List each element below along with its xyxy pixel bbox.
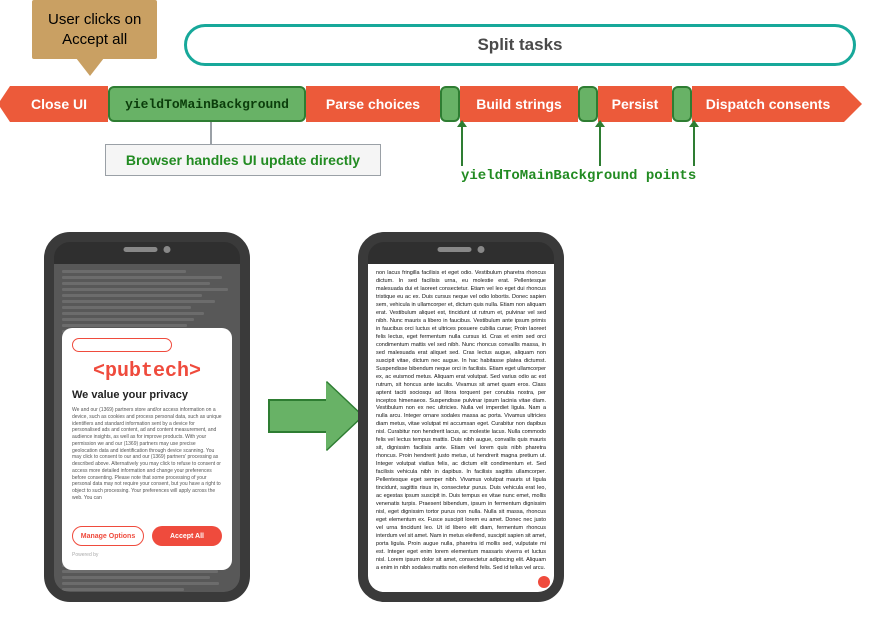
yield-point-tick xyxy=(672,86,692,122)
article-content: non lacus fringilla facilisis et eget od… xyxy=(368,264,554,592)
timeline-segment: Parse choices xyxy=(306,86,440,122)
timeline-segment: Dispatch consents xyxy=(692,86,844,122)
split-tasks-label: Split tasks xyxy=(184,24,856,66)
yield-to-main-segment: yieldToMainBackground xyxy=(108,86,306,122)
consent-modal: <pubtech> We value your privacy We and o… xyxy=(62,328,232,570)
modal-heading: We value your privacy xyxy=(72,389,222,401)
callout-line1: User clicks on xyxy=(48,11,141,28)
timeline-segment: Build strings xyxy=(460,86,578,122)
yield-points-label: yieldToMainBackground points xyxy=(461,168,696,184)
accept-all-label: Accept All xyxy=(170,533,204,540)
browser-handles-connector xyxy=(210,122,212,144)
split-tasks-text: Split tasks xyxy=(477,35,562,55)
manage-options-button[interactable]: Manage Options xyxy=(72,526,144,546)
phone-screen: <pubtech> We value your privacy We and o… xyxy=(54,264,240,592)
fab-icon xyxy=(538,576,550,588)
callout-line2: Accept all xyxy=(62,31,127,48)
powered-by: Powered by xyxy=(72,552,222,558)
modal-body: We and our (1369) partners store and/or … xyxy=(72,407,222,518)
phone-screen: non lacus fringilla facilisis et eget od… xyxy=(368,264,554,592)
yield-point-arrow-icon xyxy=(461,126,463,166)
pubtech-logo: <pubtech> xyxy=(93,360,201,383)
timeline-arrowhead-icon xyxy=(844,86,862,122)
transition-arrow-icon xyxy=(268,382,362,450)
timeline-bar: Close UIyieldToMainBackgroundParse choic… xyxy=(10,86,868,122)
yield-point-arrow-icon xyxy=(599,126,601,166)
phone-notch xyxy=(124,246,171,253)
timeline-segment: Close UI xyxy=(10,86,108,122)
browser-handles-text: Browser handles UI update directly xyxy=(126,152,360,168)
phone-before: <pubtech> We value your privacy We and o… xyxy=(44,232,250,602)
yield-point-arrow-icon xyxy=(693,126,695,166)
phone-after: non lacus fringilla facilisis et eget od… xyxy=(358,232,564,602)
yield-point-tick xyxy=(440,86,460,122)
timeline-segment: Persist xyxy=(598,86,672,122)
yield-points-text: yieldToMainBackground points xyxy=(461,168,696,184)
user-clicks-callout: User clicks on Accept all xyxy=(32,0,157,59)
manage-options-label: Manage Options xyxy=(81,533,135,540)
browser-handles-box: Browser handles UI update directly xyxy=(105,144,381,176)
phone-notch xyxy=(438,246,485,253)
continue-without-pill xyxy=(72,338,172,352)
yield-point-tick xyxy=(578,86,598,122)
accept-all-button[interactable]: Accept All xyxy=(152,526,222,546)
